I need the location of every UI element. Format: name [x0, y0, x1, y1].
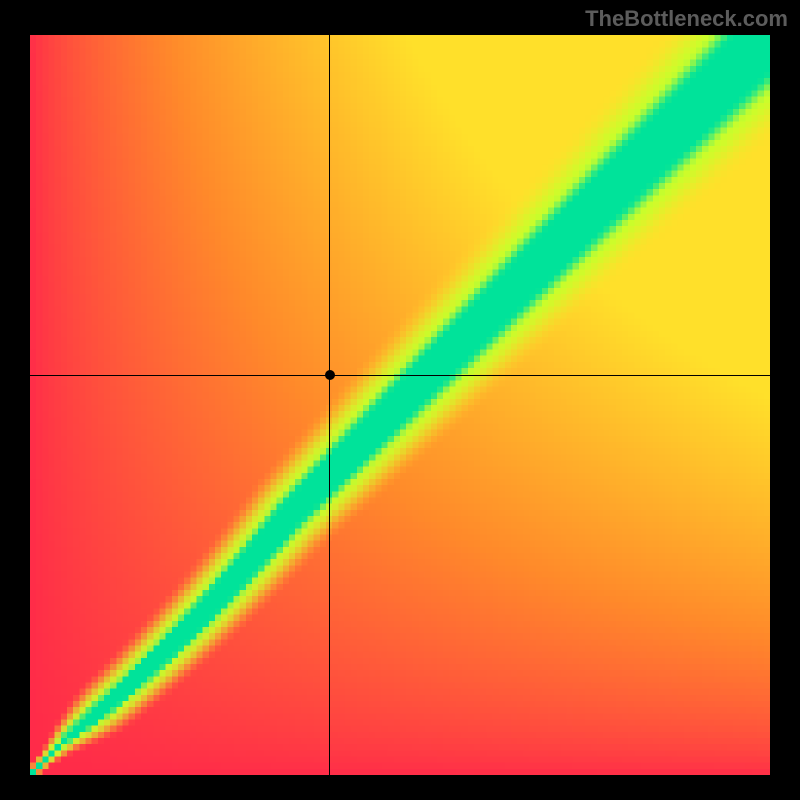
crosshair-vertical: [329, 35, 330, 775]
heatmap-canvas: [30, 35, 770, 775]
crosshair-horizontal: [30, 375, 770, 376]
chart-container: TheBottleneck.com: [0, 0, 800, 800]
heatmap-plot: [30, 35, 770, 775]
crosshair-marker: [325, 370, 335, 380]
watermark-text: TheBottleneck.com: [585, 6, 788, 32]
